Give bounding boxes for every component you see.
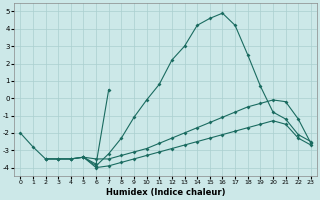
X-axis label: Humidex (Indice chaleur): Humidex (Indice chaleur): [106, 188, 225, 197]
